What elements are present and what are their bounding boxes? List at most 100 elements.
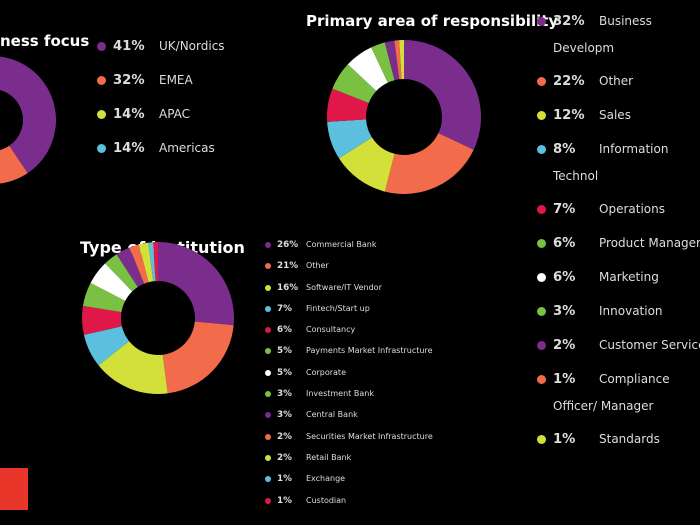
- legend-label: Operations: [599, 202, 665, 216]
- legend-label: Investment Bank: [306, 389, 374, 399]
- legend-marker: [265, 391, 271, 398]
- legend-marker: [537, 272, 546, 282]
- legend-value: 6%: [553, 270, 576, 285]
- legend-value: 14%: [113, 141, 145, 156]
- legend-label: Fintech/Start up: [306, 303, 370, 313]
- donut-segment: [98, 341, 168, 394]
- donut-segment: [129, 244, 149, 284]
- legend-entry: 1% Custodian: [265, 495, 665, 507]
- legend-value: 12%: [553, 108, 585, 123]
- legend-label: EMEA: [159, 73, 193, 87]
- legend-label: Innovation: [599, 304, 663, 318]
- legend-value: 2%: [553, 338, 576, 353]
- legend-marker: [537, 76, 546, 86]
- legend-entry: 21% Other: [265, 260, 665, 272]
- legend-value: 32%: [553, 14, 585, 29]
- legend-marker: [97, 109, 106, 119]
- donut-segment: [332, 64, 377, 104]
- legend-entry: 14% Americas: [97, 138, 497, 159]
- donut-segment: [404, 40, 481, 150]
- donut-segment: [148, 242, 156, 282]
- legend-label: Customer Services: [599, 338, 700, 352]
- legend-value: 26%: [277, 240, 299, 250]
- donut-segment: [153, 242, 158, 282]
- legend-value: 14%: [113, 107, 145, 122]
- legend-value: 8%: [553, 142, 576, 157]
- donut-segment: [105, 254, 138, 292]
- legend-entry: 5% Corporate: [265, 367, 665, 379]
- legend-value: 3%: [553, 304, 576, 319]
- legend-marker: [97, 75, 106, 85]
- legend-value: 7%: [553, 202, 576, 217]
- legend-entry: 6% Consultancy: [265, 324, 665, 336]
- chart-title: ness focus: [0, 32, 89, 50]
- donut-segment: [82, 305, 122, 335]
- donut-segment: [83, 326, 130, 366]
- donut-segment: [338, 137, 395, 192]
- legend-entry: 14% APAC: [97, 104, 497, 125]
- legend-label: Business Developm: [553, 14, 652, 55]
- donut-segment: [162, 321, 234, 394]
- legend-entry: 2% Securities Market Infrastructure: [265, 431, 665, 443]
- legend-value: 7%: [277, 303, 292, 314]
- legend-value: 2%: [277, 452, 292, 463]
- legend-label: APAC: [159, 107, 191, 121]
- legend-marker: [537, 238, 546, 248]
- legend-value: 3%: [277, 410, 292, 421]
- legend-entry: 1% Standards: [537, 426, 700, 453]
- legend-value: 41%: [113, 39, 145, 54]
- legend-value: 1%: [553, 372, 576, 387]
- legend-marker: [265, 497, 271, 504]
- legend-marker: [537, 434, 546, 444]
- legend-marker: [265, 327, 271, 334]
- legend-label: Payments Market Infrastructure: [306, 346, 433, 356]
- legend-value: 6%: [553, 236, 576, 251]
- legend-marker: [265, 412, 271, 419]
- legend-entry: 2% Retail Bank: [265, 452, 665, 464]
- legend-label: Custodian: [306, 495, 347, 505]
- legend-entry: 16% Software/IT Vendor: [265, 282, 665, 294]
- legend-label: Compliance Officer/ Manager: [553, 372, 670, 413]
- legend-entry: 6% Product Managem: [537, 230, 700, 257]
- legend-marker: [537, 204, 546, 214]
- donut-segment: [327, 119, 372, 159]
- legend-marker: [265, 476, 271, 483]
- legend-label: Americas: [159, 141, 215, 155]
- legend-label: Product Managem: [599, 236, 700, 250]
- legend-value: 2%: [277, 431, 292, 442]
- legend-marker: [97, 41, 106, 51]
- legend-marker: [97, 143, 106, 153]
- legend-marker: [537, 374, 546, 384]
- legend-marker: [537, 340, 546, 350]
- donut-segment: [347, 47, 388, 91]
- donut-segment: [158, 242, 235, 326]
- legend-marker: [265, 284, 271, 291]
- legend: 26% Commercial Bank 21% Other 16% Software/IT…: [265, 239, 665, 516]
- donut-segment: [384, 40, 400, 81]
- legend-label: Other: [306, 261, 329, 271]
- legend-marker: [537, 16, 546, 26]
- legend-value: 1%: [277, 474, 292, 485]
- legend-entry: 5% Payments Market Infrastructure: [265, 345, 665, 357]
- legend-value: 1%: [277, 495, 292, 506]
- legend-marker: [265, 348, 271, 355]
- legend-value: 5%: [277, 367, 292, 378]
- donut-segment: [327, 88, 369, 122]
- legend-marker: [265, 433, 271, 440]
- legend-label: Retail Bank: [306, 452, 352, 462]
- legend-entry: 26% Commercial Bank: [265, 239, 665, 251]
- legend-marker: [537, 110, 546, 120]
- legend-label: UK/Nordics: [159, 39, 225, 53]
- legend: 41% UK/Nordics 32% EMEA 14% APAC 14% Americas: [97, 36, 497, 172]
- donut-segment: [116, 247, 145, 287]
- legend-marker: [537, 144, 546, 154]
- donut-segment: [138, 242, 154, 283]
- legend-entry: 6% Marketing: [537, 264, 700, 291]
- legend-entry: 7% Operations: [537, 196, 700, 223]
- legend-label: Consultancy: [306, 325, 356, 335]
- legend-label: Other: [599, 74, 634, 88]
- legend-value: 5%: [277, 346, 292, 357]
- legend-entry: 32% EMEA: [97, 70, 497, 91]
